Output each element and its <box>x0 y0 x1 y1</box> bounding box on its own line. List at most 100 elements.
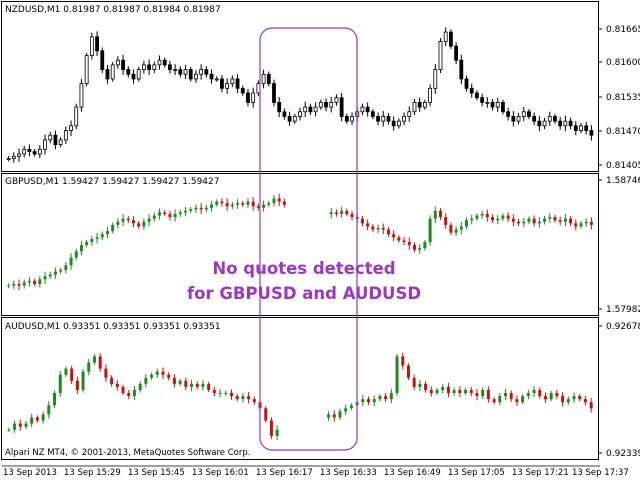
bearish-candle <box>137 223 141 227</box>
bullish-candle <box>275 429 279 436</box>
gap-highlight-box <box>259 27 358 451</box>
bearish-candle <box>446 386 450 394</box>
bullish-candle <box>236 203 240 205</box>
bearish-candle <box>511 116 516 122</box>
bullish-candle <box>48 134 53 141</box>
bearish-candle <box>454 45 459 61</box>
bullish-candle <box>418 248 422 250</box>
bullish-candle <box>267 203 271 205</box>
bullish-candle <box>459 226 463 230</box>
bearish-candle <box>417 101 422 108</box>
bearish-candle <box>172 377 176 384</box>
bearish-candle <box>506 215 510 219</box>
bearish-candle <box>168 214 172 218</box>
bullish-candle <box>433 210 437 219</box>
bullish-candle <box>389 393 393 400</box>
bullish-candle <box>69 257 73 266</box>
bullish-candle <box>58 374 62 394</box>
bullish-candle <box>496 218 500 221</box>
bullish-candle <box>428 218 432 242</box>
price-candles <box>7 352 593 440</box>
bearish-candle <box>569 218 573 224</box>
bullish-candle <box>201 383 205 387</box>
bearish-candle <box>131 73 136 80</box>
pane-nzdusd[interactable]: NZDUSD,M1 0.81987 0.81987 0.81984 0.8198… <box>1 1 640 172</box>
annotation-line: No quotes detected <box>212 259 395 278</box>
bearish-candle <box>110 377 114 384</box>
bearish-candle <box>75 380 79 390</box>
bearish-candle <box>345 210 349 214</box>
time-label: 13 Sep 16:17 <box>256 468 313 478</box>
bullish-candle <box>100 234 104 238</box>
bullish-candle <box>418 383 422 387</box>
bullish-candle <box>563 120 568 127</box>
bullish-candle <box>349 405 353 409</box>
bullish-candle <box>438 41 443 70</box>
pane-gbpusd[interactable]: GBPUSD,M1 1.59427 1.59427 1.59427 1.5942… <box>1 173 640 316</box>
bearish-candle <box>438 210 442 218</box>
bullish-candle <box>74 251 78 258</box>
bullish-candle <box>95 237 99 239</box>
bullish-candle <box>121 218 125 222</box>
bearish-candle <box>98 356 102 369</box>
bearish-candle <box>95 36 99 52</box>
bullish-candle <box>136 69 141 80</box>
bearish-candle <box>252 399 256 403</box>
bearish-candle <box>491 217 495 221</box>
price-label: 0.81470 <box>606 127 640 137</box>
bullish-candle <box>194 73 198 80</box>
bullish-candle <box>501 215 505 219</box>
time-label: 13 Sep 15:29 <box>64 468 121 478</box>
bullish-candle <box>318 101 323 108</box>
bearish-candle <box>578 396 582 400</box>
time-label: 13 Sep 2013 <box>3 468 57 478</box>
bearish-candle <box>401 356 405 366</box>
bullish-candle <box>465 220 469 227</box>
bearish-candle <box>558 120 563 127</box>
bullish-candle <box>547 116 552 122</box>
bullish-candle <box>24 423 28 427</box>
bullish-candle <box>485 101 490 104</box>
bullish-candle <box>516 116 521 122</box>
bullish-candle <box>498 396 502 403</box>
bullish-candle <box>481 390 485 397</box>
bullish-candle <box>563 218 567 222</box>
bullish-candle <box>141 64 146 70</box>
bearish-candle <box>332 414 336 418</box>
bullish-candle <box>22 148 27 155</box>
bullish-candle <box>12 284 16 286</box>
price-label: 1.57982 <box>606 305 640 315</box>
bearish-candle <box>207 383 211 390</box>
bearish-candle <box>127 393 131 397</box>
bearish-candle <box>492 399 496 403</box>
pane-frame <box>1 317 599 460</box>
bullish-candle <box>43 276 47 280</box>
bullish-candle <box>43 139 47 150</box>
bullish-candle <box>69 125 73 131</box>
bullish-candle <box>115 59 120 66</box>
bearish-candle <box>235 78 240 89</box>
bearish-candle <box>126 69 131 75</box>
bullish-candle <box>584 221 588 224</box>
bullish-candle <box>327 414 331 418</box>
bearish-candle <box>449 224 453 233</box>
pane-audusd[interactable]: AUDUSD,M1 0.93351 0.93351 0.93351 0.9335… <box>1 317 640 460</box>
bearish-candle <box>18 423 22 427</box>
bullish-candle <box>361 399 365 403</box>
time-label: 13 Sep 16:49 <box>384 468 441 478</box>
bearish-candle <box>424 383 428 390</box>
bullish-candle <box>407 111 412 117</box>
bullish-candle <box>395 356 399 394</box>
bearish-candle <box>392 234 396 238</box>
bearish-candle <box>126 218 130 221</box>
bearish-candle <box>229 393 233 397</box>
price-scale: 0.81665 0.81600 0.81535 0.81470 0.81405 <box>598 25 640 171</box>
bearish-candle <box>17 284 21 286</box>
bearish-candle <box>458 390 462 394</box>
bullish-candle <box>527 218 531 222</box>
bullish-candle <box>452 390 456 394</box>
bullish-candle <box>85 242 89 246</box>
bearish-candle <box>33 280 37 284</box>
